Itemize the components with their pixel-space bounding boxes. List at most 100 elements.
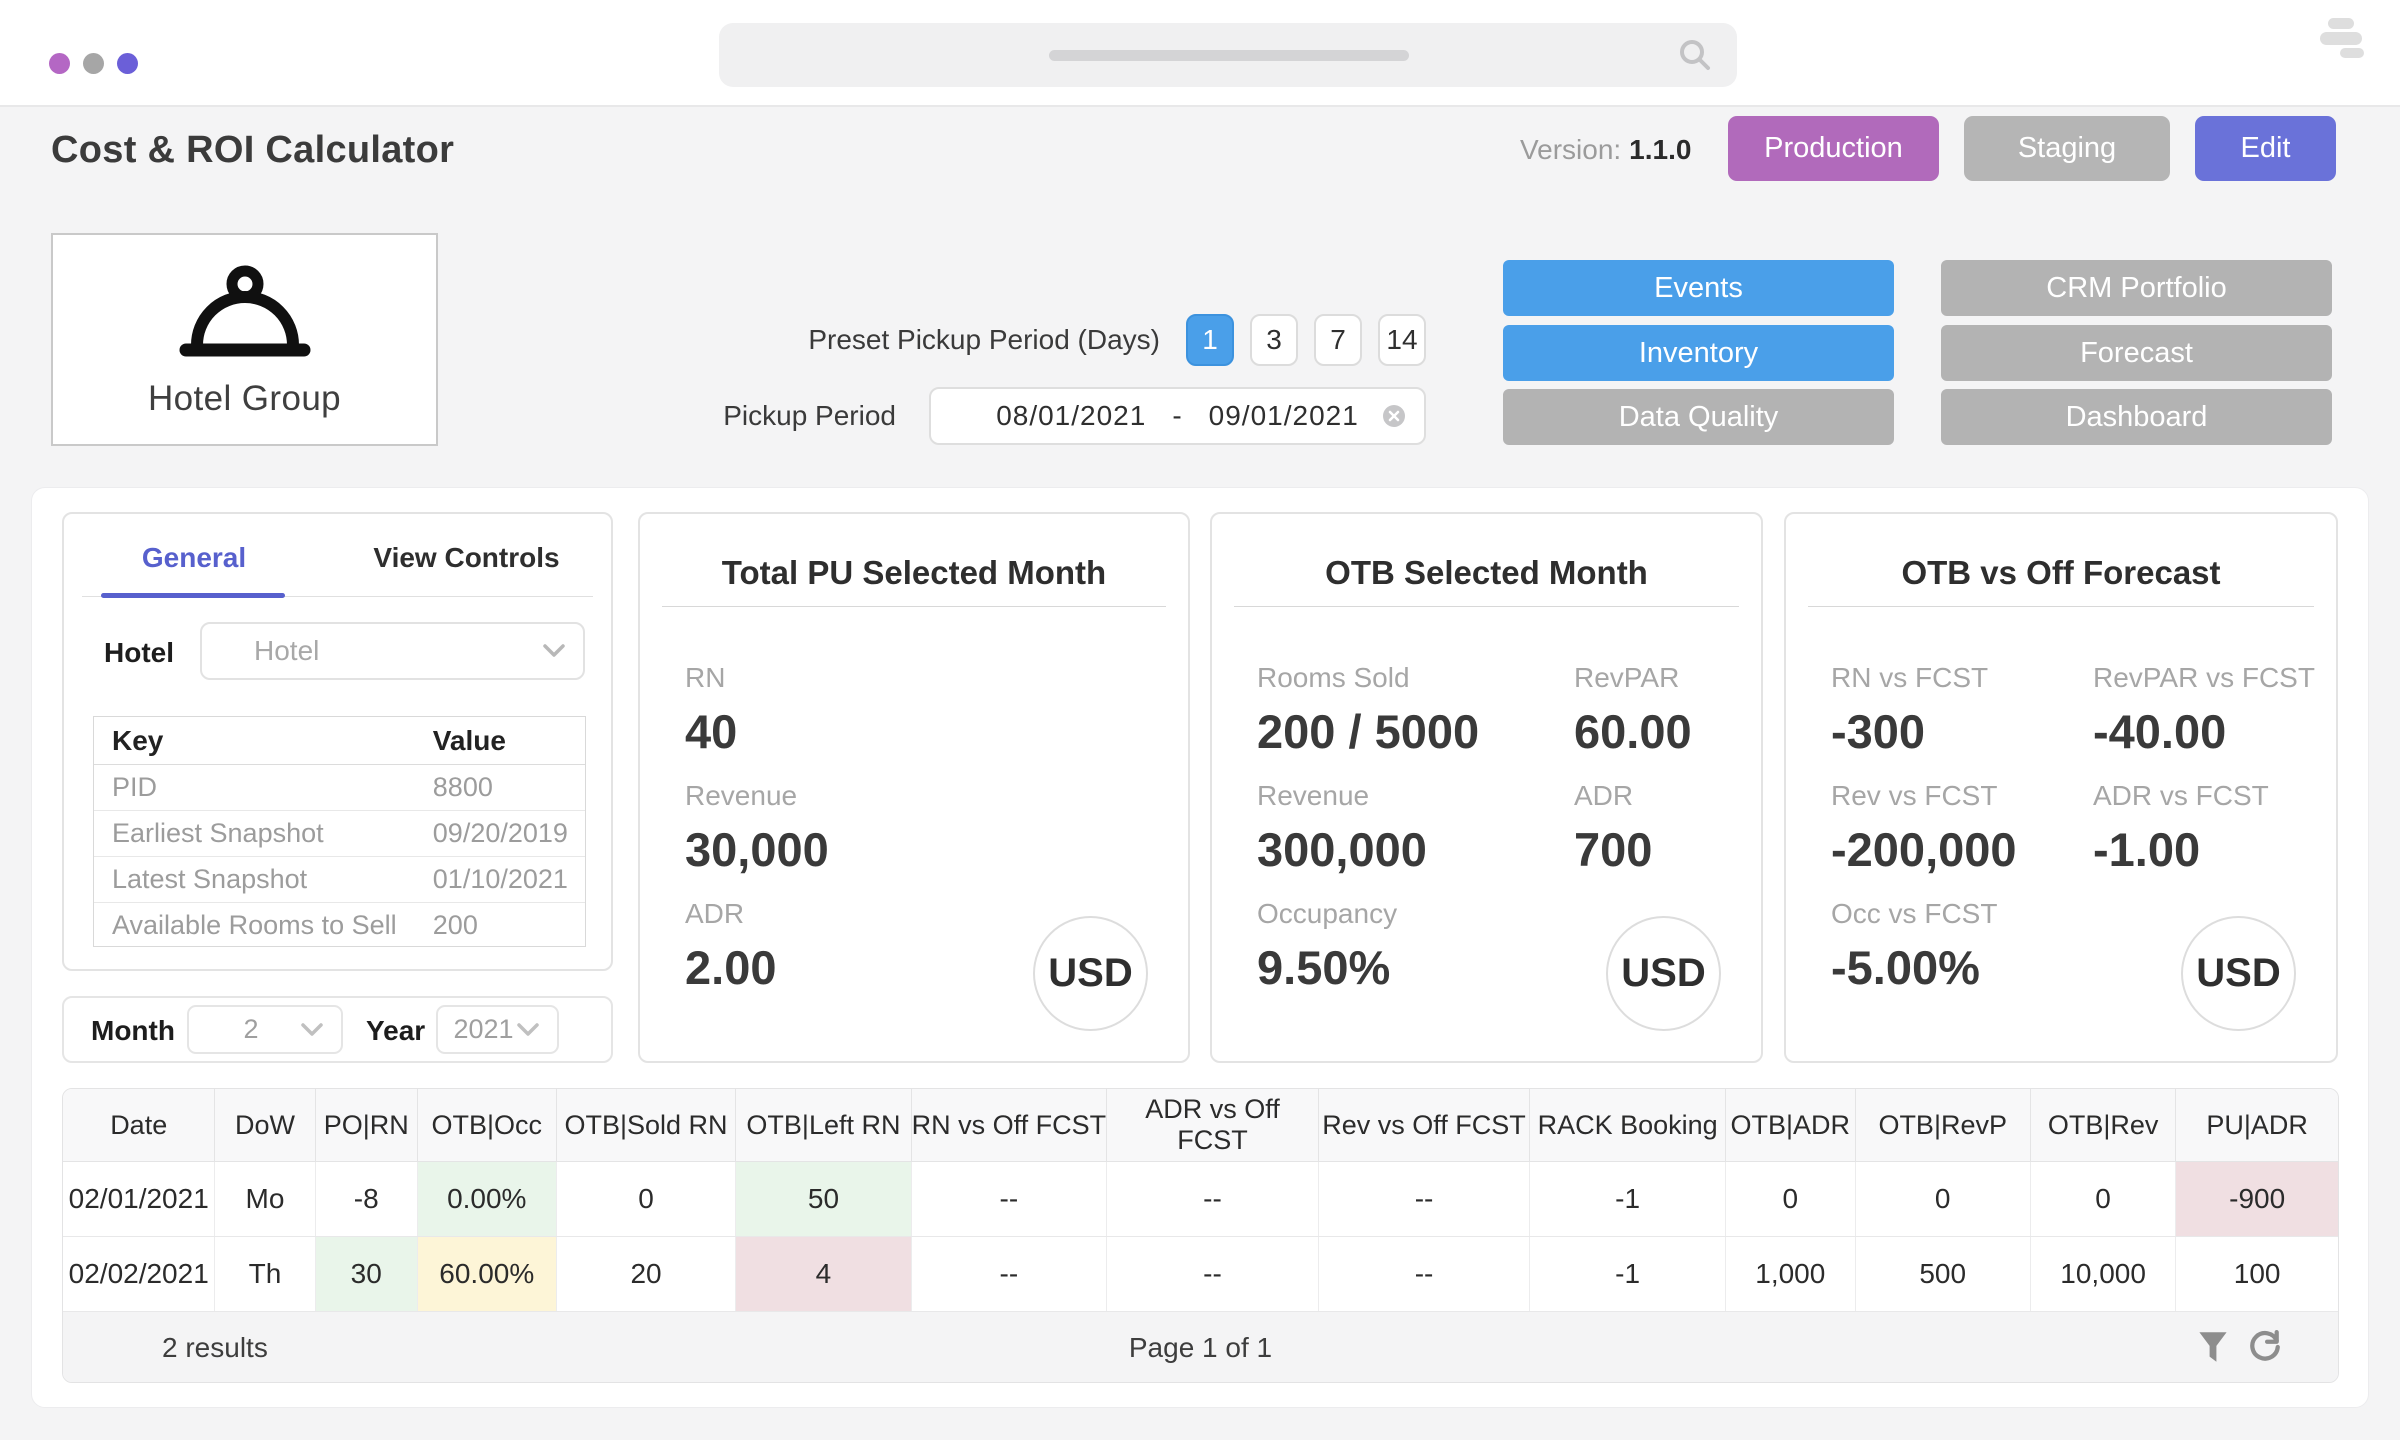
kv-value-cell: 200 (432, 910, 478, 940)
table-cell: 10,000 (2031, 1237, 2177, 1311)
tab-general[interactable]: General (141, 542, 247, 573)
column-header: Date (63, 1089, 216, 1161)
table-cell: -1 (1530, 1237, 1726, 1311)
table-cell: -- (912, 1162, 1108, 1236)
table-cell: Mo (215, 1162, 316, 1236)
preset-buttons: 1 3 7 14 (1186, 314, 1426, 366)
metric-value: 2.00 (685, 941, 777, 994)
table-cell: 02/01/2021 (63, 1162, 216, 1236)
main-panel: General View Controls Hotel Hotel Key Va… (31, 487, 2369, 1408)
card-title: OTB vs Off Forecast (1901, 554, 2221, 591)
metric-label: Revenue (1257, 780, 1370, 811)
filter-icon[interactable] (2196, 1330, 2230, 1364)
card-title: OTB Selected Month (1325, 554, 1648, 591)
page-indicator: Page 1 of 1 (1128, 1332, 1273, 1363)
refresh-icon[interactable] (2248, 1330, 2282, 1364)
metric-value: -200,000 (1831, 823, 2017, 876)
kv-key-cell: Available Rooms to Sell (112, 910, 397, 940)
settings-panel: General View Controls Hotel Hotel Key Va… (62, 512, 613, 971)
metric-revenue: Revenue 300,000 (1257, 780, 1427, 877)
kv-header-key: Key (112, 724, 164, 756)
pickup-period-label: Pickup Period (723, 400, 896, 431)
metric-label: RevPAR vs FCST (2093, 662, 2315, 693)
table-cell: 02/02/2021 (63, 1237, 216, 1311)
metric-label: Revenue (685, 780, 798, 811)
hotel-group-tile[interactable]: Hotel Group (51, 233, 438, 446)
period-end: 09/01/2021 (1208, 400, 1359, 431)
column-header: DoW (215, 1089, 316, 1161)
table-cell: Th (215, 1237, 316, 1311)
kv-row: Latest Snapshot 01/10/2021 (94, 857, 585, 903)
column-header: OTB|ADR (1726, 1089, 1856, 1161)
kv-body: PID 8800 Earliest Snapshot 09/20/2019 Latest… (94, 765, 585, 948)
column-header: Rev vs Off FCST (1319, 1089, 1531, 1161)
metric-label: ADR (685, 898, 745, 929)
tab-divider (82, 596, 593, 597)
metric-value: 30,000 (685, 823, 829, 876)
window-dot-2[interactable] (83, 53, 104, 74)
preset-14-button[interactable]: 14 (1378, 314, 1426, 366)
table-cell: 4 (736, 1237, 912, 1311)
hotel-select[interactable]: Hotel (200, 622, 585, 680)
year-select[interactable]: 2021 (436, 1005, 559, 1054)
table-cell: -8 (316, 1162, 418, 1236)
metric-adr: ADR 700 (1574, 780, 1652, 877)
metric-label: Occ vs FCST (1831, 898, 1998, 929)
search-placeholder-line (1049, 50, 1409, 61)
chevron-down-icon (517, 1022, 539, 1036)
table-cell: -- (1319, 1237, 1531, 1311)
search-bar[interactable] (719, 23, 1737, 87)
table-cell: 50 (736, 1162, 912, 1236)
table-cell: -1 (1530, 1162, 1726, 1236)
kv-key-cell: Earliest Snapshot (112, 818, 324, 848)
production-button[interactable]: Production (1728, 116, 1939, 181)
column-header: PU|ADR (2206, 1109, 2308, 1140)
kv-value-cell: 09/20/2019 (432, 818, 568, 848)
preset-3-button[interactable]: 3 (1250, 314, 1298, 366)
table-cell: 500 (1856, 1237, 2031, 1311)
year-label: Year (366, 1015, 426, 1046)
clear-date-icon[interactable] (1382, 404, 1406, 428)
month-value: 2 (243, 1014, 259, 1044)
nav-dashboard-button[interactable]: Dashboard (1941, 389, 2332, 445)
metric-adr-vs-fcst: ADR vs FCST -1.00 (2093, 780, 2269, 877)
metric-label: ADR (1574, 780, 1634, 811)
nav-crm-portfolio-button[interactable]: CRM Portfolio (1941, 260, 2332, 316)
preset-7-button[interactable]: 7 (1314, 314, 1362, 366)
column-header: PO|RN (316, 1089, 418, 1161)
metric-rooms-sold: Rooms Sold 200 / 5000 (1257, 662, 1479, 759)
table-cell: 20 (557, 1237, 737, 1311)
currency-badge: USD (1606, 916, 1721, 1031)
metric-adr: ADR 2.00 (685, 898, 776, 995)
card-title-divider (1234, 606, 1739, 607)
nav-events-button[interactable]: Events (1503, 260, 1894, 316)
staging-button[interactable]: Staging (1964, 116, 2170, 181)
nav-data-quality-button[interactable]: Data Quality (1503, 389, 1894, 445)
window-dot-1[interactable] (49, 53, 70, 74)
period-start: 08/01/2021 (996, 400, 1147, 431)
preset-1-button[interactable]: 1 (1186, 314, 1234, 366)
metric-revpar: RevPAR 60.00 (1574, 662, 1692, 759)
month-select[interactable]: 2 (187, 1005, 343, 1054)
window-dot-3[interactable] (117, 53, 138, 74)
table-cell: 0 (557, 1162, 737, 1236)
pickup-period-input[interactable]: 08/01/2021 - 09/01/2021 (929, 387, 1426, 445)
nav-forecast-button[interactable]: Forecast (1941, 325, 2332, 381)
metric-value: 40 (685, 705, 738, 758)
metric-label: RN (685, 662, 726, 693)
kv-row: Available Rooms to Sell 200 (94, 903, 585, 948)
column-header: ADR vs Off FCST (1107, 1089, 1319, 1161)
card-total-pu: Total PU Selected Month RN 40 Revenue 30… (638, 512, 1190, 1063)
edit-button[interactable]: Edit (2195, 116, 2336, 181)
column-header: OTB|Sold RN (557, 1089, 737, 1161)
brand-name: Hotel Group (147, 378, 342, 418)
tab-view-controls[interactable]: View Controls (373, 542, 560, 573)
search-icon[interactable] (1677, 37, 1713, 73)
card-title-divider (1808, 606, 2314, 607)
nav-inventory-button[interactable]: Inventory (1503, 325, 1894, 381)
metric-value: 700 (1574, 823, 1653, 876)
metric-label: Rev vs FCST (1831, 780, 1998, 811)
card-title-divider (662, 606, 1166, 607)
browser-topbar (0, 0, 2400, 107)
